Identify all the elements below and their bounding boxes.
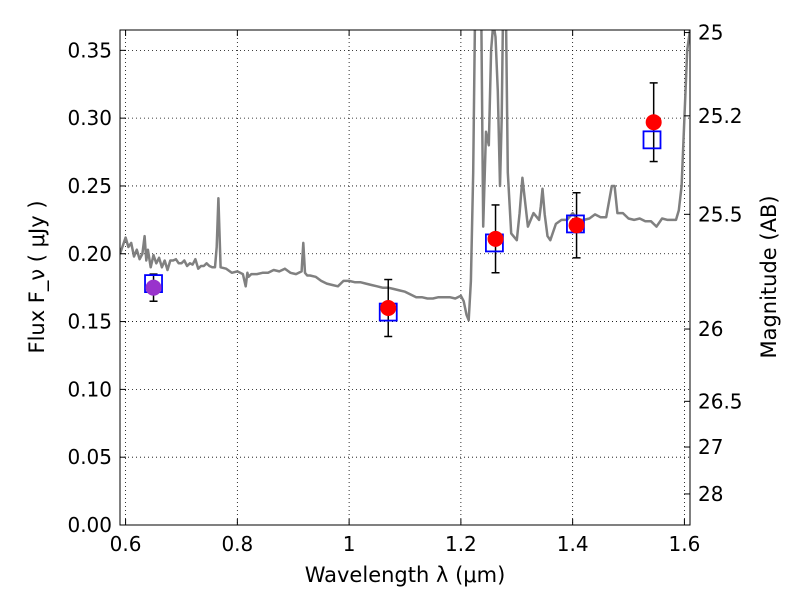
model-photometry-square [642,130,662,150]
y-tick-label: 0.10 [67,377,112,401]
x-tick-label: 1 [343,532,356,556]
y-axis-ticks: 0.00 0.05 0.10 0.15 0.20 0.25 0.30 0.35 [67,38,126,537]
plot-area [120,30,690,525]
right-tick-label: 26 [698,317,723,341]
observed-photometry-points [145,114,662,317]
x-tick-label: 0.8 [221,532,253,556]
x-tick-label: 0.6 [110,532,142,556]
x-tick-label: 1.2 [445,532,477,556]
right-axis-ticks: 25 25.2 25.5 26 26.5 27 28 [684,21,743,506]
x-axis-label: Wavelength λ (μm) [305,563,506,587]
right-tick-label: 25.2 [698,104,743,128]
right-axis-label: Magnitude (AB) [757,195,781,358]
y-tick-label: 0.05 [67,445,112,469]
right-tick-label: 26.5 [698,389,743,413]
right-tick-label: 28 [698,482,723,506]
y-tick-label: 0.20 [67,242,112,266]
y-tick-label: 0.00 [67,513,112,537]
right-tick-label: 25 [698,21,723,45]
x-tick-label: 1.4 [557,532,589,556]
y-axis-label: Flux F_ν ( μJy ) [25,200,50,353]
observed-photometry-point [380,300,397,317]
observed-photometry-point [645,114,662,131]
plot-frame [119,29,691,526]
y-tick-label: 0.25 [67,174,112,198]
y-tick-label: 0.30 [67,106,112,130]
x-tick-label: 1.6 [669,532,701,556]
y-tick-label: 0.35 [67,38,112,62]
observed-photometry-point [487,230,504,247]
right-tick-label: 27 [698,435,723,459]
y-tick-label: 0.15 [67,310,112,334]
observed-photometry-point [145,279,162,296]
x-axis-ticks: 0.6 0.8 1 1.2 1.4 1.6 [110,30,701,556]
right-tick-label: 25.5 [698,202,743,226]
observed-photometry-point [568,217,585,234]
